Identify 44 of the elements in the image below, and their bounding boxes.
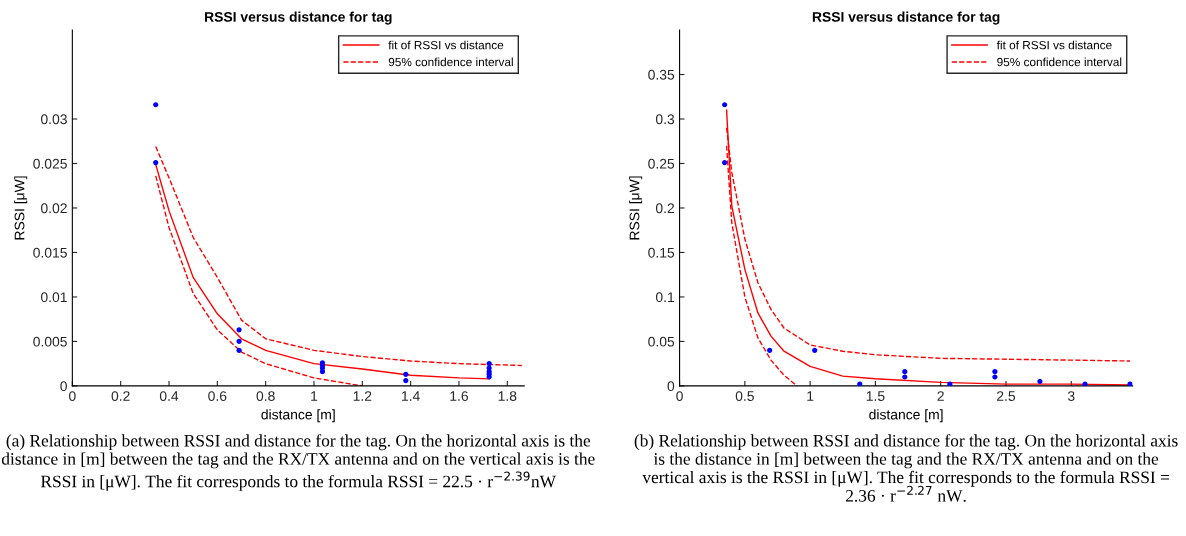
x-tick-label: 0 [676,391,683,401]
x-tick-label: 0.2 [111,391,130,401]
chart-title: RSSI versus distance for tag [812,11,1000,25]
y-tick-label: 0.15 [648,247,675,258]
x-tick-label: 1.8 [498,391,517,401]
y-tick-label: 0.03 [41,114,67,125]
x-tick-label: 1.4 [402,391,420,401]
x-tick-label: 0.6 [208,391,227,401]
y-tick-label: 0.2 [655,203,675,214]
y-axis-title: RSSI [μW] [14,176,28,240]
x-tick-label: 1.5 [866,391,885,401]
y-tick-label: 0.015 [33,247,67,258]
y-tick-label: 0.3 [655,114,675,125]
x-tick-label: 3 [1067,391,1075,401]
x-tick-label: 0.4 [159,391,179,401]
text: (a) Relationship between RSSI and distance for the tag. On the horizontal axis is the distance in [m] between the tag and the RX/TX antenna and on the vertical axis is the RSSI in [μW]. The fit corresponds to the formula RSSI = 22.5 · r$^{−2.39}$nW [1,434,595,491]
y-tick-label: 0.005 [33,336,67,347]
x-tick-label: 1.6 [450,391,469,401]
y-tick-label: 0.35 [648,69,675,80]
x-axis-title: distance [m] [869,409,943,423]
x-tick-label: 0.5 [735,391,754,401]
x-axis-title: distance [m] [261,409,335,423]
y-tick-label: 0 [60,381,67,392]
y-axis-title: RSSI [μW] [629,176,643,240]
x-tick-label: 1 [807,391,814,401]
y-tick-label: 0.025 [33,158,67,169]
x-tick-label: 2 [937,391,944,401]
y-tick-label: 0 [667,381,675,392]
text: (b) Relationship between RSSI and distance for the tag. On the horizontal axis is the distance in [m] between the tag and the RX/TX antenna and on the vertical axis is the RSSI in [μW]. The fit corresponds to the formula RSSI = 2.36 · r$^{−2.27}$ nW. [634,434,1178,502]
y-tick-label: 0.25 [648,158,675,169]
legend-label: fit of RSSI vs distance [388,40,504,50]
legend-label: 95% confidence interval [997,57,1122,67]
y-tick-label: 0.02 [41,203,67,214]
x-tick-label: 0 [69,391,76,401]
x-tick-label: 1.2 [353,391,372,401]
x-tick-label: 2.5 [997,391,1016,401]
y-tick-label: 0.01 [41,292,67,303]
x-tick-label: 1 [311,391,318,401]
legend-label: 95% confidence interval [388,57,513,67]
chart-title: RSSI versus distance for tag [205,11,392,25]
legend-label: fit of RSSI vs distance [996,40,1112,50]
y-tick-label: 0.1 [655,292,675,303]
y-tick-label: 0.05 [648,336,675,347]
x-tick-label: 0.8 [256,391,275,401]
